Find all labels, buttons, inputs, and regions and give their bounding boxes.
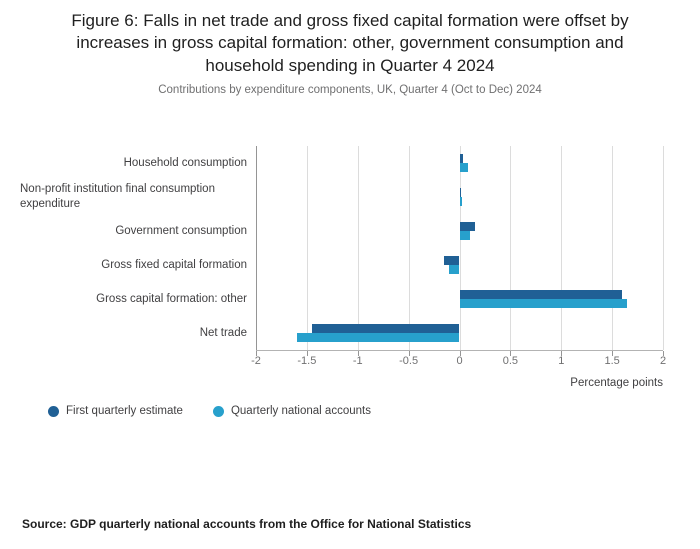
chart-legend: First quarterly estimate Quarterly nation… xyxy=(48,405,700,417)
figure-subtitle: Contributions by expenditure components,… xyxy=(0,84,700,96)
gridline xyxy=(460,146,461,350)
source-text: Source: GDP quarterly national accounts … xyxy=(22,517,471,531)
x-tick-label: 1.5 xyxy=(604,355,619,367)
bar-chart: Household consumption Non-profit institu… xyxy=(0,146,700,351)
x-axis-label: Percentage points xyxy=(0,377,663,389)
gridline xyxy=(663,146,664,350)
bar-first-quarterly-estimate xyxy=(312,324,460,333)
bar-quarterly-national-accounts xyxy=(460,231,470,240)
category-label-gross-capital-formation-other: Gross capital formation: other xyxy=(0,282,256,316)
x-tick-label: 2 xyxy=(660,355,666,367)
bar-first-quarterly-estimate xyxy=(444,256,459,265)
category-label-text: Net trade xyxy=(200,326,247,342)
legend-swatch-icon xyxy=(48,406,59,417)
category-label-text: Household consumption xyxy=(124,156,247,172)
y-axis-line xyxy=(256,146,257,350)
category-label-government-consumption: Government consumption xyxy=(0,214,256,248)
legend-label: Quarterly national accounts xyxy=(231,405,371,417)
category-label-net-trade: Net trade xyxy=(0,316,256,350)
category-label-non-profit: Non-profit institution final consumption… xyxy=(0,180,256,214)
bar-quarterly-national-accounts xyxy=(460,197,462,206)
gridline xyxy=(409,146,410,350)
bar-quarterly-national-accounts xyxy=(449,265,459,274)
category-label-gross-fixed-capital-formation: Gross fixed capital formation xyxy=(0,248,256,282)
category-label-household-consumption: Household consumption xyxy=(0,146,256,180)
bar-first-quarterly-estimate xyxy=(460,154,463,163)
figure-container: Figure 6: Falls in net trade and gross f… xyxy=(0,0,700,549)
x-tick-label: 0 xyxy=(456,355,462,367)
legend-label: First quarterly estimate xyxy=(66,405,183,417)
category-label-text: Gross fixed capital formation xyxy=(101,258,247,274)
bar-first-quarterly-estimate xyxy=(460,222,475,231)
x-tick-label: -0.5 xyxy=(399,355,418,367)
x-tick-label: -2 xyxy=(251,355,261,367)
gridline xyxy=(510,146,511,350)
bar-first-quarterly-estimate xyxy=(460,290,623,299)
x-tick-label: -1.5 xyxy=(297,355,316,367)
gridline xyxy=(307,146,308,350)
bar-first-quarterly-estimate xyxy=(460,188,462,197)
plot-area: -2-1.5-1-0.500.511.52 xyxy=(256,146,663,351)
x-tick-label: 1 xyxy=(558,355,564,367)
category-label-text: Gross capital formation: other xyxy=(96,292,247,308)
gridline xyxy=(612,146,613,350)
category-label-text: Non-profit institution final consumption… xyxy=(20,182,247,213)
bar-quarterly-national-accounts xyxy=(460,299,628,308)
category-labels: Household consumption Non-profit institu… xyxy=(0,146,256,351)
figure-title: Figure 6: Falls in net trade and gross f… xyxy=(36,10,664,77)
bar-quarterly-national-accounts xyxy=(297,333,460,342)
category-label-text: Government consumption xyxy=(115,224,247,240)
x-tick-label: 0.5 xyxy=(503,355,518,367)
legend-item: Quarterly national accounts xyxy=(213,405,371,417)
legend-swatch-icon xyxy=(213,406,224,417)
x-tick-label: -1 xyxy=(353,355,363,367)
gridline xyxy=(561,146,562,350)
gridline xyxy=(358,146,359,350)
bar-quarterly-national-accounts xyxy=(460,163,468,172)
legend-item: First quarterly estimate xyxy=(48,405,183,417)
